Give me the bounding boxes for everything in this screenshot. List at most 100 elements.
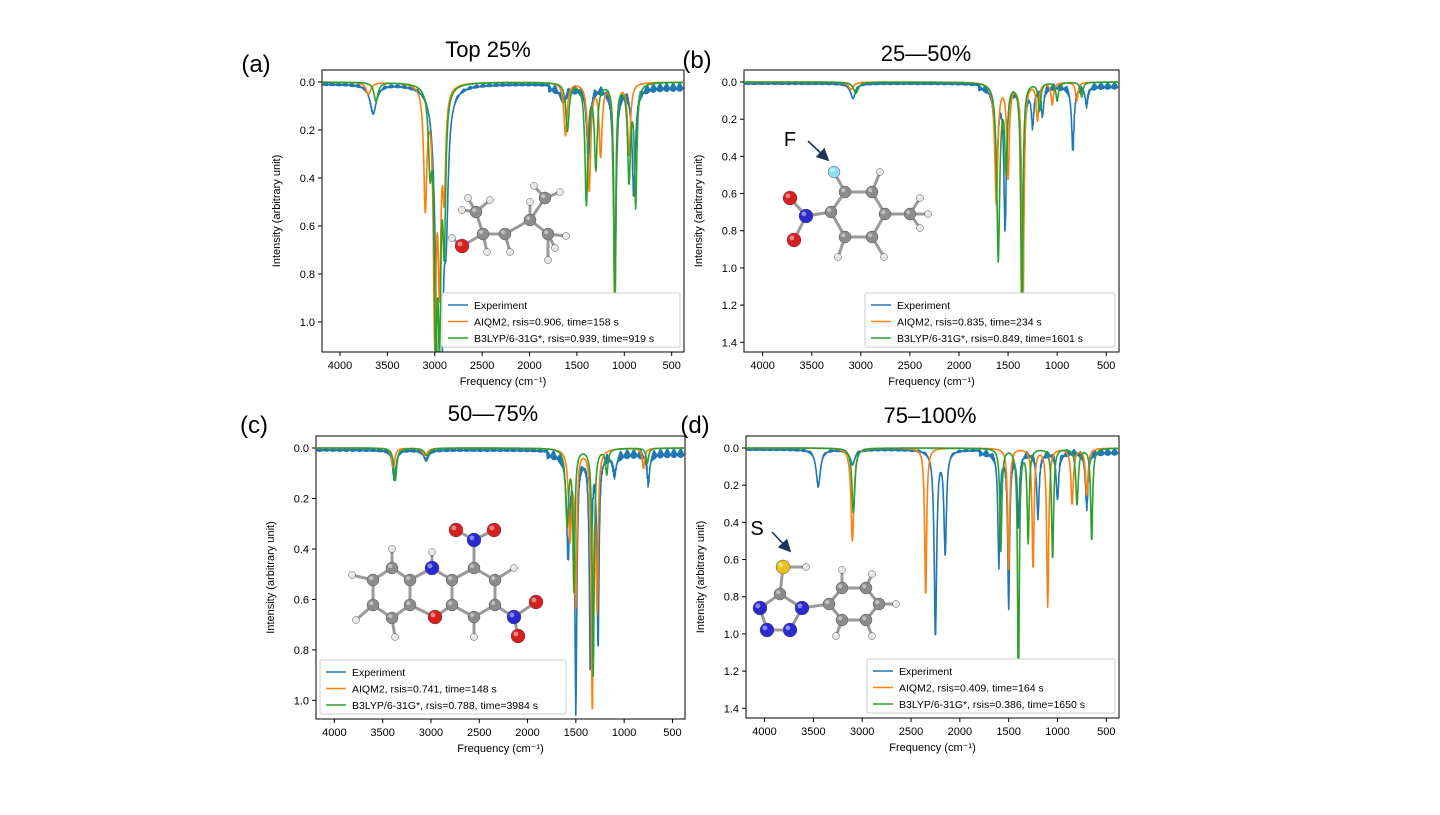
atom-highlight bbox=[827, 208, 832, 213]
axes-frame bbox=[743, 69, 1120, 353]
x-tick-label: 500 bbox=[663, 727, 681, 739]
atom-highlight bbox=[835, 254, 839, 258]
y-tick-label: 1.4 bbox=[722, 337, 737, 349]
y-tick-label: 0.6 bbox=[300, 221, 315, 233]
atom-h bbox=[486, 196, 494, 204]
atom-h bbox=[838, 566, 846, 574]
atom-h bbox=[880, 253, 888, 261]
x-axis-label: Frequency (cm⁻¹) bbox=[889, 742, 976, 754]
y-tick-label: 0.8 bbox=[722, 226, 737, 238]
y-axis-label: Intensity (arbitrary unit) bbox=[271, 155, 283, 267]
axes-frame bbox=[321, 69, 685, 353]
atom-f bbox=[827, 165, 841, 179]
atom-highlight bbox=[841, 188, 846, 193]
legend: Experiment AIQM2, rsis=0.741, time=148 s B… bbox=[319, 659, 567, 715]
atom-highlight bbox=[349, 572, 353, 576]
x-tick-label: 3000 bbox=[850, 726, 874, 738]
atom-highlight bbox=[531, 597, 537, 603]
atom-c bbox=[859, 581, 873, 595]
atom-n bbox=[424, 560, 440, 576]
atom-c bbox=[469, 205, 483, 219]
atom-highlight bbox=[369, 601, 374, 606]
atom-highlight bbox=[841, 233, 846, 238]
atom-highlight bbox=[776, 590, 781, 595]
atom-h bbox=[802, 563, 810, 571]
atom-c bbox=[872, 597, 886, 611]
legend-box bbox=[441, 292, 681, 348]
x-tick-label: 4000 bbox=[322, 727, 346, 739]
molecule-atom-label: F bbox=[784, 129, 796, 151]
x-tick-label: 3500 bbox=[375, 360, 399, 372]
x-tick-label: 1500 bbox=[996, 726, 1020, 738]
atom-highlight bbox=[479, 230, 484, 235]
y-tick-label: 0.2 bbox=[724, 480, 739, 492]
series-group bbox=[316, 447, 685, 716]
y-tick-label: 0.2 bbox=[294, 493, 309, 505]
atom-n bbox=[759, 622, 775, 638]
atom-c bbox=[865, 230, 879, 244]
atom-h bbox=[428, 548, 436, 556]
atom-highlight bbox=[389, 546, 393, 550]
atom-h bbox=[834, 253, 842, 261]
series-line-experiment bbox=[746, 447, 1119, 636]
atom-highlight bbox=[797, 603, 803, 609]
atom-h bbox=[483, 248, 491, 256]
atom-highlight bbox=[825, 600, 830, 605]
x-tick-label: 2000 bbox=[948, 726, 972, 738]
atom-highlight bbox=[917, 195, 921, 199]
atom-h bbox=[348, 571, 356, 579]
atom-c bbox=[838, 230, 852, 244]
atom-c bbox=[488, 598, 502, 612]
atom-highlight bbox=[868, 233, 873, 238]
x-tick-label: 3500 bbox=[370, 727, 394, 739]
atom-highlight bbox=[491, 576, 496, 581]
atom-h bbox=[530, 182, 538, 190]
y-tick-label: 1.4 bbox=[724, 703, 739, 715]
series-line-b3lyp-6-31g- bbox=[746, 447, 1119, 702]
y-tick-label: 1.2 bbox=[724, 666, 739, 678]
x-tick-label: 2500 bbox=[467, 727, 491, 739]
panel-title: 75–100% bbox=[884, 403, 977, 428]
atom-highlight bbox=[489, 525, 495, 531]
atom-n bbox=[506, 609, 522, 625]
atom-h bbox=[510, 564, 518, 572]
atom-highlight bbox=[830, 168, 835, 173]
atom-highlight bbox=[869, 571, 873, 575]
atom-h bbox=[506, 248, 514, 256]
series-group bbox=[322, 81, 684, 352]
atom-c bbox=[403, 573, 417, 587]
axes-frame bbox=[315, 435, 686, 720]
x-tick-label: 4000 bbox=[328, 360, 352, 372]
atom-highlight bbox=[369, 576, 374, 581]
y-axis-label: Intensity (arbitrary unit) bbox=[695, 521, 707, 633]
atom-highlight bbox=[388, 564, 393, 569]
atom-o bbox=[528, 594, 544, 610]
panel-4: (d) 75–100% 4000 3500 3000 2500 2000 1500 1000 50… bbox=[680, 403, 1120, 754]
atom-o bbox=[786, 232, 802, 248]
y-tick-label: 1.0 bbox=[300, 317, 315, 329]
series-line-experiment bbox=[316, 447, 685, 716]
atom-c bbox=[467, 610, 481, 624]
series-group bbox=[744, 81, 1119, 335]
y-axis-label: Intensity (arbitrary unit) bbox=[265, 521, 277, 633]
atom-highlight bbox=[526, 216, 531, 221]
x-tick-label: 500 bbox=[1097, 360, 1115, 372]
y-tick-label: 0.6 bbox=[724, 555, 739, 567]
atom-h bbox=[892, 600, 900, 608]
molecule-structure bbox=[782, 165, 932, 261]
atom-highlight bbox=[862, 616, 867, 621]
x-tick-label: 3500 bbox=[801, 726, 825, 738]
legend-entry: Experiment bbox=[897, 300, 950, 312]
atom-n bbox=[794, 600, 810, 616]
legend-box bbox=[864, 292, 1116, 348]
atom-highlight bbox=[465, 195, 469, 199]
atom-o bbox=[782, 190, 798, 206]
atom-h bbox=[876, 168, 884, 176]
atom-highlight bbox=[803, 564, 807, 568]
y-tick-label: 0.2 bbox=[722, 114, 737, 126]
series-line-aiqm2 bbox=[746, 447, 1119, 608]
molecule-arrow bbox=[771, 531, 792, 553]
atom-c bbox=[467, 561, 481, 575]
atom-o bbox=[454, 238, 470, 254]
atom-h bbox=[464, 194, 472, 202]
